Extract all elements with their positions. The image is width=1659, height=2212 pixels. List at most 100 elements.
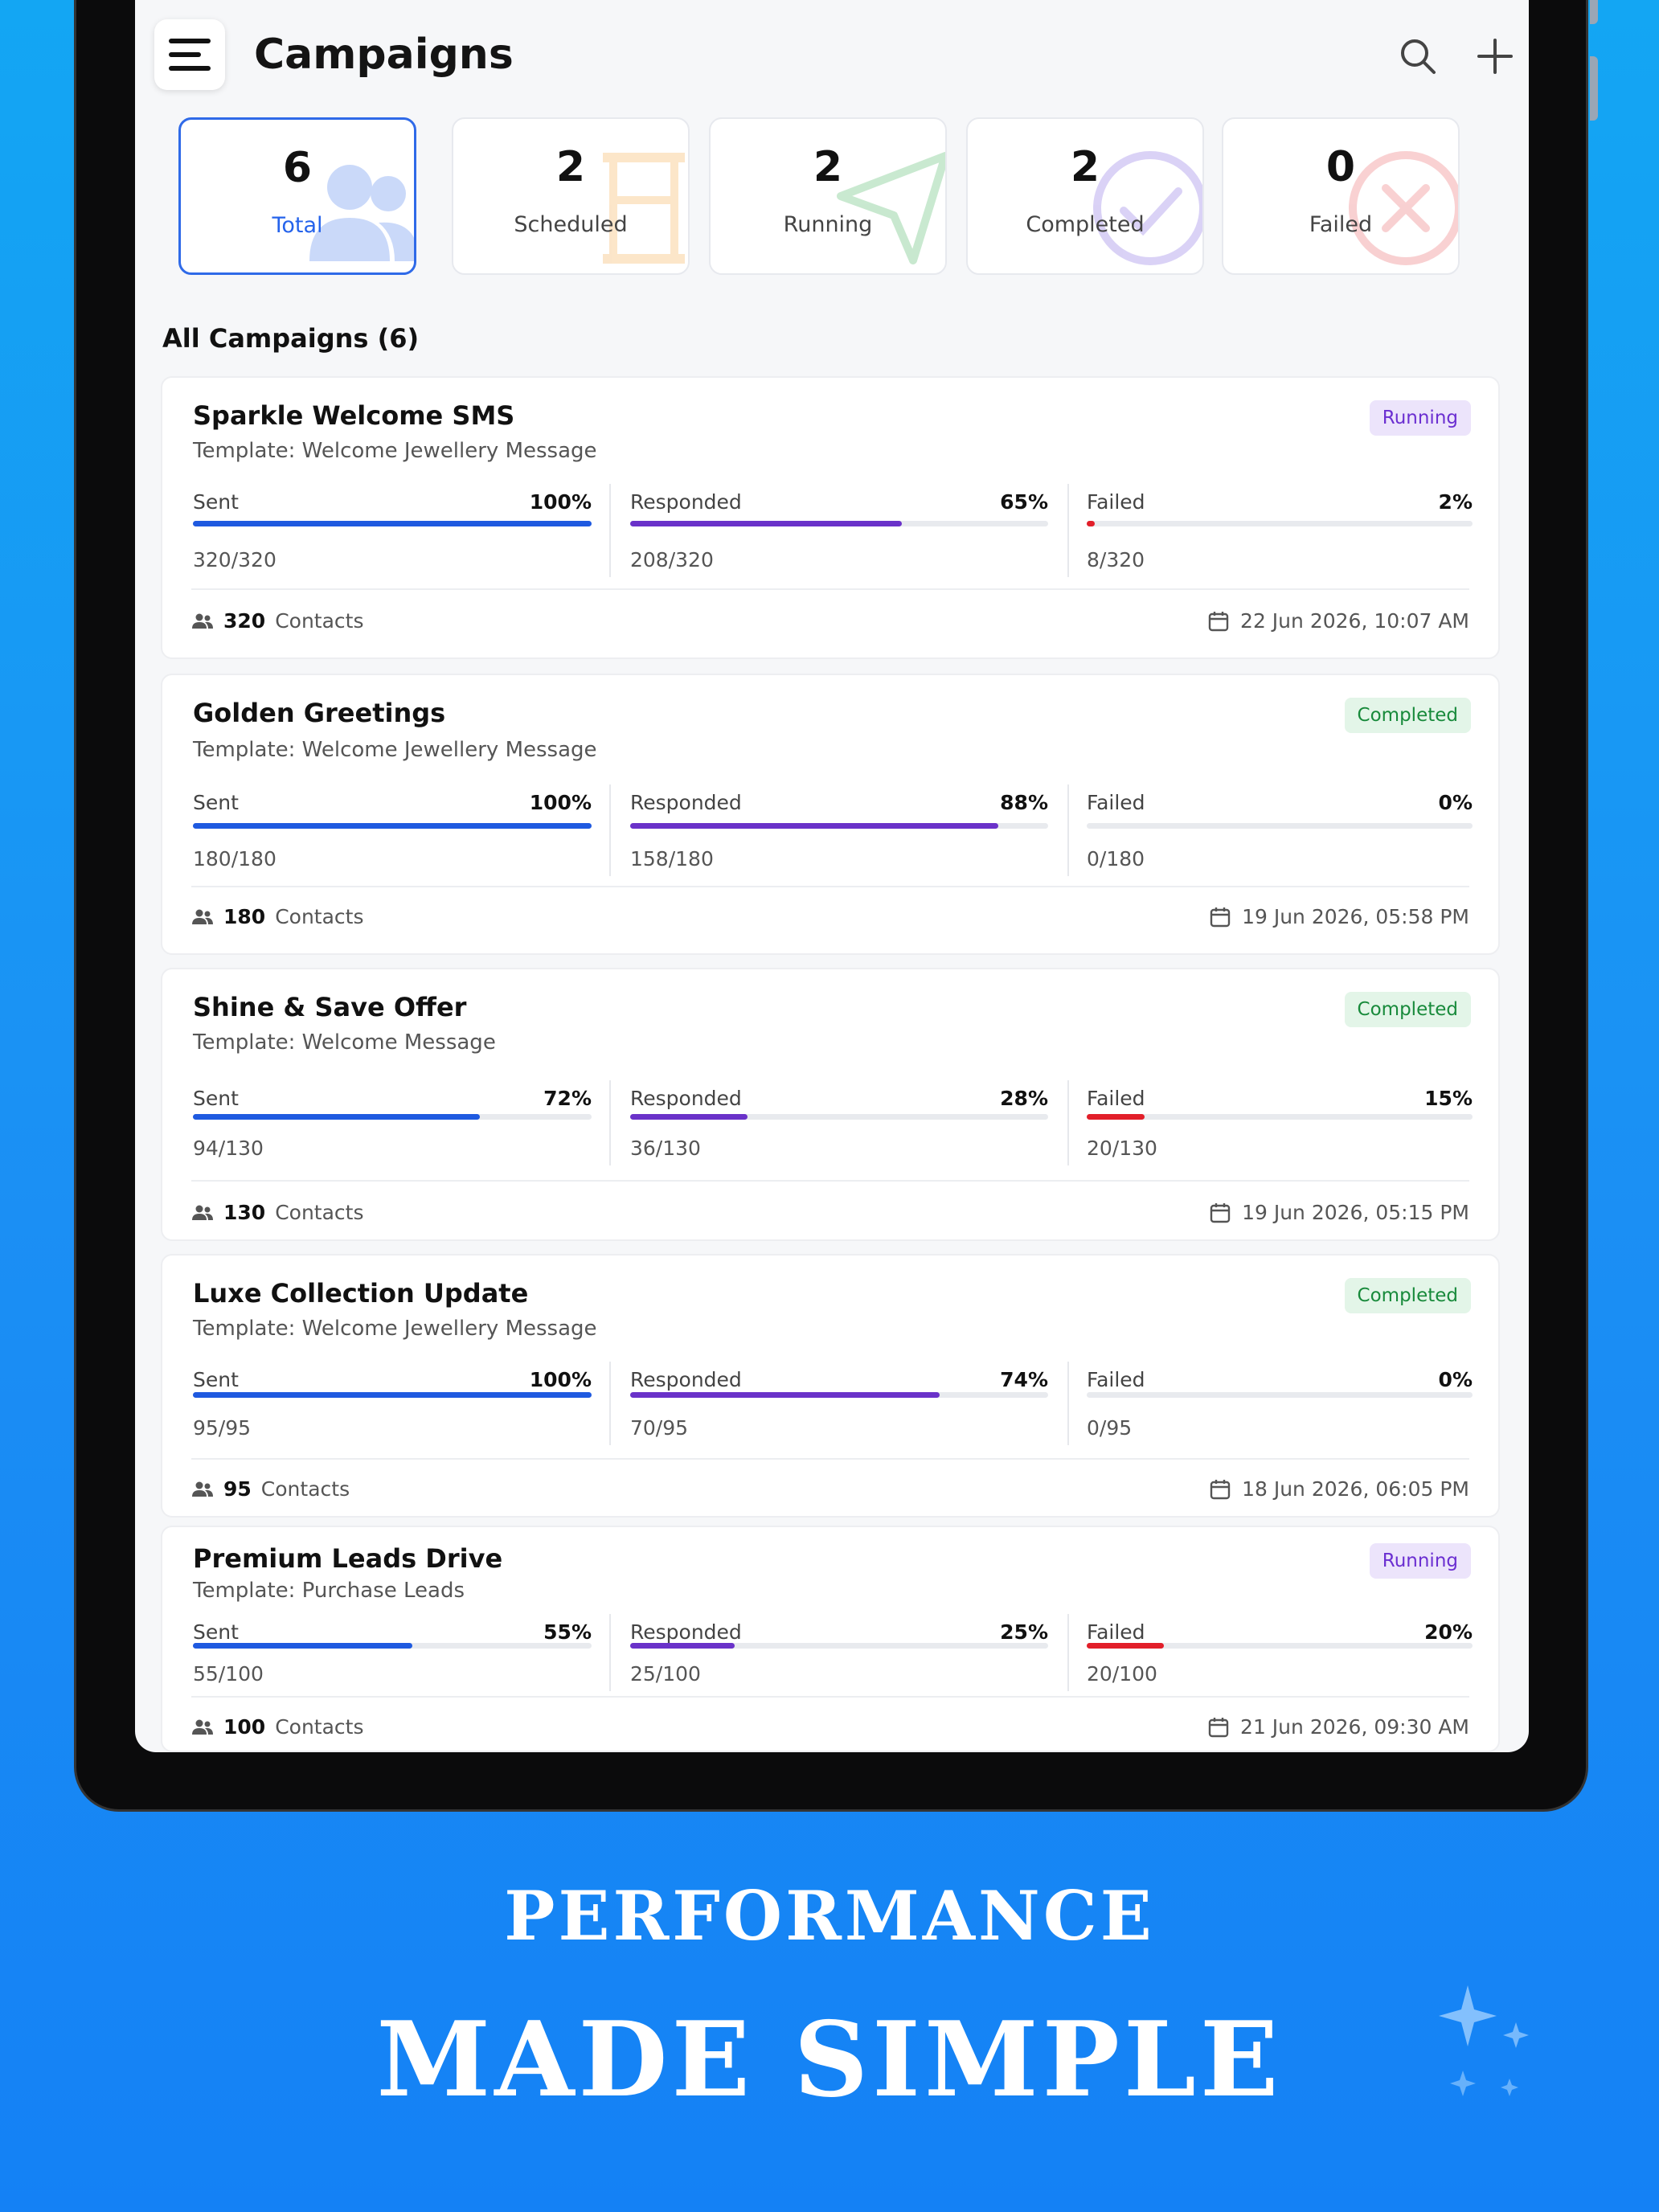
- metric-divider: [1067, 484, 1069, 577]
- stat-label: Running: [783, 212, 873, 237]
- metric-label: Responded: [630, 791, 742, 814]
- metric-count: 94/130: [193, 1137, 264, 1160]
- send-icon: [837, 152, 945, 264]
- progress-fill: [1087, 521, 1095, 526]
- metric-count: 158/180: [630, 847, 714, 870]
- stat-label: Failed: [1309, 212, 1373, 237]
- metric-count: 36/130: [630, 1137, 701, 1160]
- metric-divider: [1067, 1362, 1069, 1445]
- promo-headline-2: MADE SIMPLE: [376, 2000, 1283, 2120]
- metric-divider: [1067, 784, 1069, 876]
- progress-track: [193, 1114, 592, 1120]
- metric-count: 0/180: [1087, 847, 1145, 870]
- stat-card-completed[interactable]: 2 Completed: [966, 117, 1204, 275]
- search-icon[interactable]: [1395, 34, 1440, 79]
- card-divider: [191, 1458, 1469, 1460]
- metric-percent: 28%: [1000, 1087, 1048, 1110]
- error-circle-icon: [1349, 151, 1458, 265]
- campaign-template: Template: Welcome Jewellery Message: [193, 738, 597, 762]
- stat-label: Completed: [1026, 212, 1145, 237]
- date-text: 19 Jun 2026, 05:15 PM: [1242, 1201, 1469, 1224]
- contacts-info: 180 Contacts: [191, 905, 363, 928]
- metric-failed: Failed 20% 20/100: [1087, 1620, 1473, 1717]
- group-icon: [192, 1481, 213, 1497]
- page-title: Campaigns: [254, 31, 514, 79]
- metric-responded: Responded 74% 70/95: [630, 1368, 1048, 1464]
- metric-label: Responded: [630, 1087, 742, 1110]
- progress-fill: [193, 1114, 481, 1120]
- metric-failed: Failed 0% 0/95: [1087, 1368, 1473, 1464]
- metric-count: 95/95: [193, 1416, 252, 1440]
- progress-track: [630, 1114, 1048, 1120]
- campaign-template: Template: Welcome Jewellery Message: [193, 439, 597, 463]
- campaign-card[interactable]: Shine & Save Offer Template: Welcome Mess…: [161, 968, 1500, 1241]
- campaign-card[interactable]: Luxe Collection Update Template: Welcome …: [161, 1254, 1500, 1518]
- progress-fill: [1087, 1643, 1164, 1649]
- campaign-card[interactable]: Sparkle Welcome SMS Template: Welcome Jew…: [161, 376, 1500, 659]
- calendar-icon: [1210, 907, 1231, 927]
- metric-count: 0/95: [1087, 1416, 1133, 1440]
- metric-percent: 55%: [543, 1620, 592, 1644]
- stat-count: 0: [1325, 143, 1356, 191]
- campaign-template: Template: Purchase Leads: [193, 1579, 465, 1603]
- metric-sent: Sent 72% 94/130: [193, 1087, 592, 1183]
- status-badge: Completed: [1344, 992, 1471, 1027]
- campaign-name: Sparkle Welcome SMS: [193, 400, 515, 431]
- metric-count: 208/320: [630, 548, 714, 571]
- stat-card-failed[interactable]: 0 Failed: [1222, 117, 1460, 275]
- metric-count: 20/130: [1087, 1137, 1157, 1160]
- stat-card-running[interactable]: 2 Running: [709, 117, 947, 275]
- progress-track: [1087, 1392, 1473, 1398]
- metric-count: 55/100: [193, 1662, 264, 1686]
- metric-sent: Sent 100% 95/95: [193, 1368, 592, 1464]
- metric-label: Failed: [1087, 490, 1145, 514]
- contacts-info: 95 Contacts: [191, 1477, 350, 1501]
- date-text: 18 Jun 2026, 06:05 PM: [1242, 1477, 1469, 1501]
- stat-card-scheduled[interactable]: 2 Scheduled: [452, 117, 690, 275]
- metric-label: Sent: [193, 1087, 239, 1110]
- contacts-count: 180: [223, 905, 266, 928]
- add-campaign-icon[interactable]: [1473, 34, 1518, 79]
- group-icon: [192, 1719, 213, 1735]
- users-icon: [309, 165, 414, 261]
- stat-card-total[interactable]: 6 Total: [178, 117, 416, 275]
- campaign-name: Luxe Collection Update: [193, 1278, 529, 1309]
- metric-label: Sent: [193, 791, 239, 814]
- metric-label: Failed: [1087, 1620, 1145, 1644]
- contacts-label: Contacts: [275, 1201, 364, 1224]
- progress-track: [630, 1392, 1048, 1398]
- contacts-info: 320 Contacts: [191, 609, 363, 633]
- date-text: 19 Jun 2026, 05:58 PM: [1242, 905, 1469, 928]
- progress-track: [630, 823, 1048, 829]
- app-bar: Campaigns: [154, 19, 1513, 92]
- progress-fill: [630, 1643, 735, 1649]
- metric-divider: [609, 1614, 611, 1691]
- contacts-label: Contacts: [260, 1477, 350, 1501]
- contacts-label: Contacts: [275, 609, 364, 633]
- metric-responded: Responded 28% 36/130: [630, 1087, 1048, 1183]
- date-text: 21 Jun 2026, 09:30 AM: [1240, 1715, 1469, 1739]
- metric-label: Failed: [1087, 1368, 1145, 1391]
- progress-track: [1087, 1114, 1473, 1120]
- card-divider: [191, 1180, 1469, 1182]
- campaign-card[interactable]: Premium Leads Drive Template: Purchase Le…: [161, 1526, 1500, 1752]
- status-badge: Running: [1369, 400, 1471, 436]
- campaign-date: 19 Jun 2026, 05:15 PM: [1210, 1201, 1469, 1224]
- campaign-date: 22 Jun 2026, 10:07 AM: [1208, 609, 1469, 633]
- campaign-template: Template: Welcome Jewellery Message: [193, 1317, 597, 1341]
- metric-label: Sent: [193, 490, 239, 514]
- metric-failed: Failed 0% 0/180: [1087, 791, 1473, 887]
- metric-percent: 74%: [1000, 1368, 1048, 1391]
- metric-failed: Failed 2% 8/320: [1087, 490, 1473, 587]
- metric-divider: [609, 1362, 611, 1445]
- status-badge: Completed: [1344, 1278, 1471, 1313]
- app-screen: Campaigns 6 Total 2 Scheduled 2 Runni: [135, 0, 1529, 1752]
- metric-percent: 20%: [1424, 1620, 1473, 1644]
- metric-percent: 25%: [1000, 1620, 1048, 1644]
- metric-percent: 88%: [1000, 791, 1048, 814]
- metric-percent: 0%: [1438, 791, 1473, 814]
- menu-button[interactable]: [154, 19, 225, 90]
- progress-fill: [1087, 1114, 1145, 1120]
- metric-divider: [609, 784, 611, 876]
- campaign-card[interactable]: Golden Greetings Template: Welcome Jewell…: [161, 674, 1500, 955]
